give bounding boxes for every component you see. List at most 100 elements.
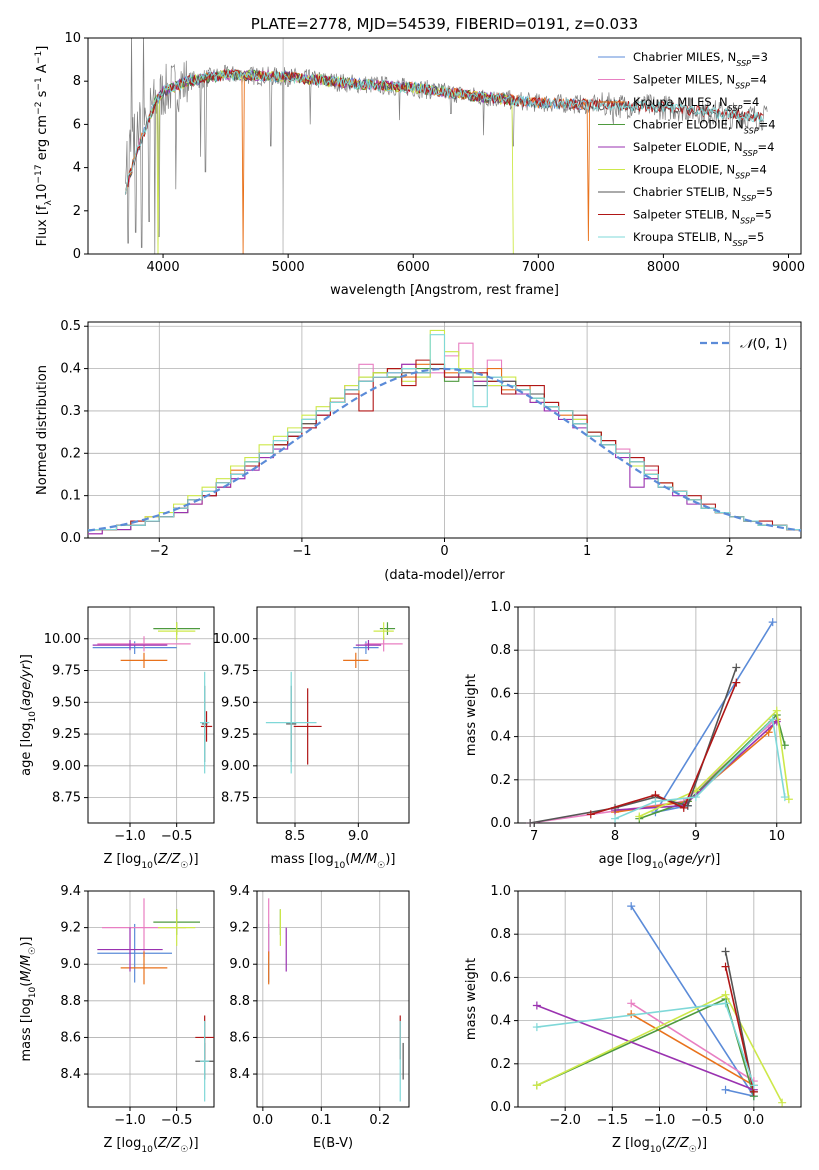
y-tick-label: 9.0 bbox=[60, 957, 81, 972]
legend-entry-label: Kroupa MILES, NSSP=4 bbox=[633, 95, 759, 113]
x-axis-label: mass [log10(M/M☉)] bbox=[271, 852, 396, 871]
data-marker bbox=[651, 797, 660, 806]
axes-frame bbox=[87, 890, 215, 1108]
y-tick-label: 9.4 bbox=[229, 884, 250, 899]
y-tick-label: 9.75 bbox=[221, 664, 250, 679]
y-tick-label: 0.3 bbox=[60, 404, 81, 419]
y-tick-label: 0.0 bbox=[490, 1100, 511, 1115]
x-tick-label: 7 bbox=[530, 829, 538, 844]
spectrum-panel: 4000 5000 6000 7000 8000 9000 0 2 4 6 8 10 PLATE=277… bbox=[34, 15, 805, 298]
weight_vs_age-panel: 7 8 9 10 0.0 0.2 0.4 0.6 0.8 1.0 age [log10(age/yr… bbox=[464, 600, 802, 871]
y-tick-label: 9.25 bbox=[221, 727, 250, 742]
mass_vs_z-panel: −1.0 −0.5 8.4 8.6 8.8 9.0 9.2 9.4 Z [log10(Z/Z☉)… bbox=[19, 884, 215, 1155]
x-tick-label: −1.0 bbox=[114, 1113, 146, 1128]
data-marker bbox=[627, 999, 636, 1008]
mass_vs_ebv-panel: 0.0 0.1 0.2 8.4 8.6 8.8 9.0 9.2 9.4 E(B-V) bbox=[229, 884, 410, 1151]
axes-frame bbox=[87, 37, 802, 255]
data-marker bbox=[635, 812, 644, 821]
legend-entry-label: Kroupa STELIB, NSSP=5 bbox=[633, 230, 764, 248]
x-tick-label: 9 bbox=[692, 829, 700, 844]
legend: Chabrier MILES, NSSP=3 Salpeter MILES, NS… bbox=[598, 50, 776, 248]
data-point bbox=[200, 1020, 210, 1102]
x-tick-label: 2 bbox=[726, 544, 734, 559]
data-marker bbox=[611, 814, 620, 823]
y-tick-label: 0.8 bbox=[490, 927, 511, 942]
data-point bbox=[92, 641, 177, 655]
y-tick-label: 4 bbox=[73, 161, 81, 176]
x-tick-label: 0 bbox=[440, 544, 448, 559]
y-tick-label: 9.4 bbox=[60, 884, 81, 899]
data-point bbox=[120, 652, 168, 668]
x-axis-label: Z [log10(Z/Z☉)] bbox=[612, 1136, 707, 1155]
data-marker bbox=[780, 793, 789, 802]
y-tick-label: 0.0 bbox=[60, 531, 81, 546]
data-marker bbox=[732, 678, 741, 687]
x-tick-label: 1 bbox=[583, 544, 591, 559]
y-tick-label: 0.4 bbox=[490, 730, 511, 745]
y-tick-label: 8 bbox=[73, 74, 81, 89]
y-axis-label: mass [log10(M/M☉)] bbox=[19, 937, 38, 1062]
data-marker bbox=[532, 1023, 541, 1032]
data-marker bbox=[721, 962, 730, 971]
data-point bbox=[379, 622, 396, 635]
legend-entry-label: Chabrier MILES, NSSP=3 bbox=[633, 50, 768, 68]
y-axis-label: Flux [fλ10−17 erg cm−2 s−1 A−1] bbox=[34, 46, 54, 247]
y-tick-label: 10.00 bbox=[213, 632, 250, 647]
data-marker bbox=[732, 663, 741, 672]
data-marker bbox=[768, 618, 777, 627]
y-tick-label: 0.6 bbox=[490, 686, 511, 701]
y-tick-label: 0.8 bbox=[490, 643, 511, 658]
y-tick-label: 10.00 bbox=[44, 632, 81, 647]
x-tick-label: 0.1 bbox=[311, 1113, 332, 1128]
legend-entry-label: Salpeter STELIB, NSSP=5 bbox=[633, 208, 772, 226]
y-tick-label: 0.2 bbox=[60, 446, 81, 461]
axes-frame bbox=[517, 606, 802, 824]
y-tick-label: 0.0 bbox=[490, 816, 511, 831]
y-tick-label: 0.6 bbox=[490, 970, 511, 985]
axes-frame bbox=[87, 606, 215, 824]
x-tick-label: −2.0 bbox=[549, 1113, 581, 1128]
data-point bbox=[343, 652, 369, 668]
model-spectrum-line bbox=[125, 69, 764, 195]
y-tick-label: 9.75 bbox=[52, 664, 81, 679]
age_vs_mass-panel: 8.5 9.0 8.75 9.00 9.25 9.50 9.75 10.00 mass [log… bbox=[213, 606, 410, 871]
data-marker bbox=[772, 717, 781, 726]
y-tick-label: 1.0 bbox=[490, 884, 511, 899]
y-axis-label: mass weight bbox=[464, 674, 479, 756]
data-point bbox=[97, 636, 191, 652]
mass-weight-line bbox=[590, 682, 738, 816]
data-point bbox=[200, 671, 210, 774]
x-axis-label: age [log10(age/yr)] bbox=[599, 852, 721, 871]
data-marker bbox=[721, 947, 730, 956]
x-axis-label: Z [log10(Z/Z☉)] bbox=[103, 1136, 198, 1155]
data-marker bbox=[532, 1081, 541, 1090]
y-tick-label: 0.1 bbox=[60, 489, 81, 504]
legend-entry-label: 𝒩(0, 1) bbox=[740, 337, 787, 352]
legend-entry-label: Chabrier STELIB, NSSP=5 bbox=[633, 185, 773, 203]
y-tick-label: 6 bbox=[73, 117, 81, 132]
data-point bbox=[120, 951, 168, 985]
data-point bbox=[373, 622, 394, 641]
data-point bbox=[158, 622, 196, 641]
data-point bbox=[97, 927, 163, 972]
x-tick-label: −1.0 bbox=[114, 829, 146, 844]
y-tick-label: 0.2 bbox=[490, 773, 511, 788]
y-tick-label: 9.00 bbox=[221, 759, 250, 774]
data-marker bbox=[749, 1081, 758, 1090]
y-tick-label: 8.4 bbox=[229, 1067, 250, 1082]
y-tick-label: 8.75 bbox=[221, 791, 250, 806]
data-marker bbox=[721, 1085, 730, 1094]
mass-weight-line bbox=[638, 708, 790, 818]
x-tick-label: 4000 bbox=[147, 260, 180, 275]
x-tick-label: 8000 bbox=[647, 260, 680, 275]
x-axis-label: Z [log10(Z/Z☉)] bbox=[103, 852, 198, 871]
data-marker bbox=[721, 999, 730, 1008]
mass-weight-line bbox=[536, 1004, 755, 1091]
data-point bbox=[97, 923, 172, 983]
y-tick-label: 9.2 bbox=[60, 921, 81, 936]
data-marker bbox=[679, 803, 688, 812]
x-tick-label: 5000 bbox=[272, 260, 305, 275]
x-axis-label: (data-model)/error bbox=[384, 568, 505, 583]
data-marker bbox=[784, 795, 793, 804]
